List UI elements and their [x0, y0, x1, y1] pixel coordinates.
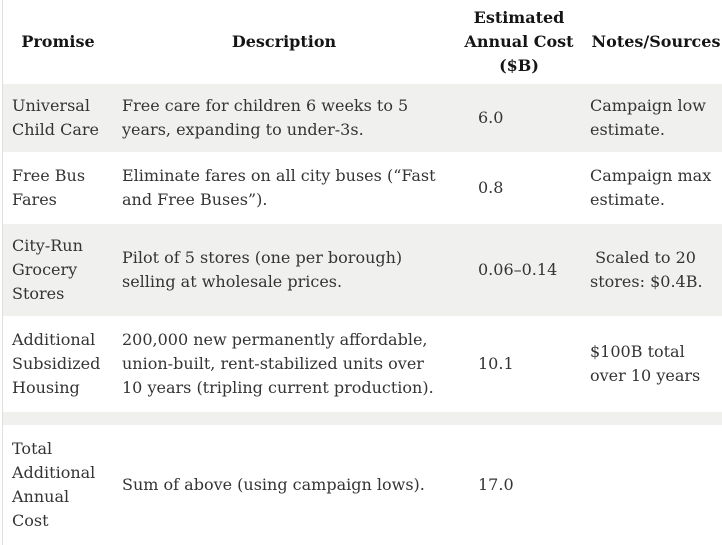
- notes-cell: Campaign max estimate.: [583, 154, 722, 224]
- notes-cell: [583, 427, 722, 545]
- table-row: Additional Subsidized Housing 200,000 ne…: [3, 318, 722, 412]
- promise-cell: Total Additional Annual Cost: [3, 427, 113, 545]
- description-cell: Pilot of 5 stores (one per borough) sell…: [113, 224, 455, 318]
- description-cell: 200,000 new permanently affordable, unio…: [113, 318, 455, 412]
- notes-cell: Campaign low estimate.: [583, 84, 722, 154]
- description-cell: [113, 412, 455, 427]
- column-header-promise: Promise: [3, 0, 113, 84]
- promise-cell: [3, 412, 113, 427]
- notes-cell: Scaled to 20 stores: $0.4B.: [583, 224, 722, 318]
- cost-cell: 0.8: [455, 154, 583, 224]
- table-header-row: Promise Description Estimated Annual Cos…: [3, 0, 722, 84]
- description-cell: Sum of above (using campaign lows).: [113, 427, 455, 545]
- promise-cell: Additional Subsidized Housing: [3, 318, 113, 412]
- cost-cell: [455, 412, 583, 427]
- description-cell: Free care for children 6 weeks to 5 year…: [113, 84, 455, 154]
- table-row: City-Run Grocery Stores Pilot of 5 store…: [3, 224, 722, 318]
- table-row-total: Total Additional Annual Cost Sum of abov…: [3, 427, 722, 545]
- column-header-description: Description: [113, 0, 455, 84]
- cost-cell: 6.0: [455, 84, 583, 154]
- promise-cell: Universal Child Care: [3, 84, 113, 154]
- cost-cell: 10.1: [455, 318, 583, 412]
- spacer-row: [3, 412, 722, 427]
- cost-cell: 0.06–0.14: [455, 224, 583, 318]
- table-row: Universal Child Care Free care for child…: [3, 84, 722, 154]
- description-cell: Eliminate fares on all city buses (“Fast…: [113, 154, 455, 224]
- cost-cell: 17.0: [455, 427, 583, 545]
- table-row: Free Bus Fares Eliminate fares on all ci…: [3, 154, 722, 224]
- promise-cell: City-Run Grocery Stores: [3, 224, 113, 318]
- notes-cell: [583, 412, 722, 427]
- promise-cell: Free Bus Fares: [3, 154, 113, 224]
- notes-cell: $100B total over 10 years: [583, 318, 722, 412]
- column-header-notes: Notes/Sources: [583, 0, 722, 84]
- column-header-cost: Estimated Annual Cost ($B): [455, 0, 583, 84]
